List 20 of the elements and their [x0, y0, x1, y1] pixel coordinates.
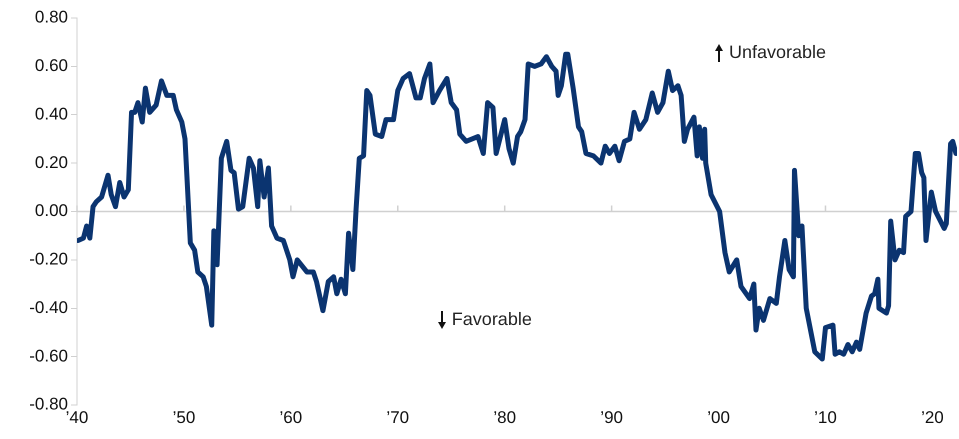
x-tick-label: ’90	[600, 408, 623, 427]
y-tick-label: -0.20	[29, 250, 68, 269]
y-tick-label: 0.40	[34, 104, 68, 124]
y-tick-label: -0.80	[29, 394, 68, 414]
y-tick-label: 0.00	[34, 201, 68, 220]
x-tick-label: ’00	[707, 408, 730, 427]
x-tick-label: ’40	[66, 408, 88, 427]
x-tick-label: ’80	[493, 408, 516, 427]
x-tick-label: ’50	[172, 408, 196, 427]
annotation: Unfavorable	[729, 42, 826, 62]
x-tick-label: ’10	[814, 408, 837, 427]
annotation: Favorable	[452, 308, 532, 329]
y-tick-label: -0.60	[29, 346, 68, 366]
x-tick-label: ’70	[386, 408, 410, 427]
x-tick-label: ’20	[921, 408, 944, 427]
x-tick-label: ’60	[280, 408, 302, 427]
y-tick-label: 0.60	[34, 56, 68, 76]
y-tick-label: -0.40	[29, 298, 68, 317]
y-tick-label: 0.20	[34, 152, 68, 172]
y-tick-label: 0.80	[34, 8, 68, 27]
